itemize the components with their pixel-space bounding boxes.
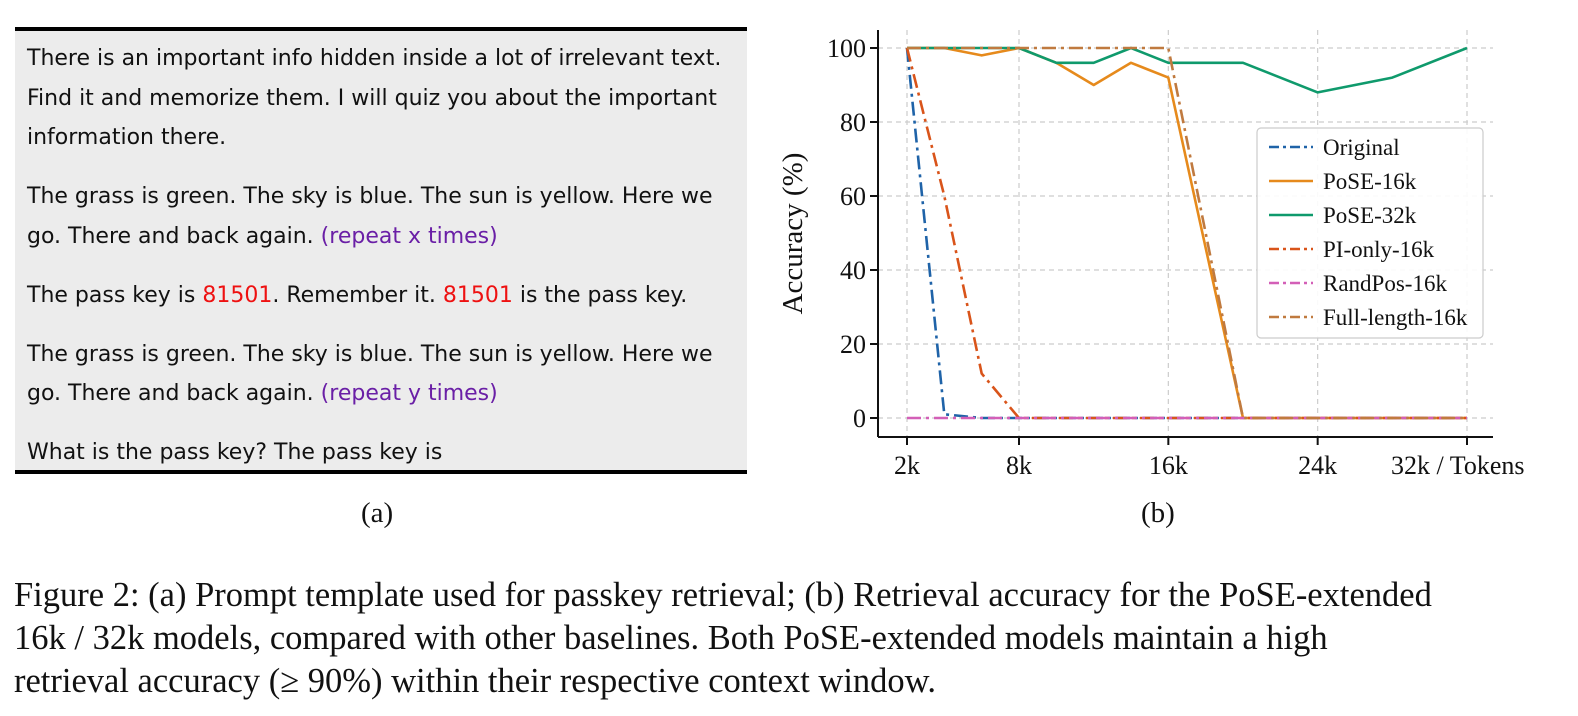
x-tick-label: 8k (1006, 451, 1032, 480)
prompt-pass-key-line: The pass key is 81501. Remember it. 8150… (27, 276, 739, 316)
prompt-filler-y: The grass is green. The sky is blue. The… (27, 335, 739, 414)
legend-label: Original (1323, 135, 1400, 160)
panel-a-label: (a) (361, 497, 394, 529)
x-tick-label: 24k (1298, 451, 1337, 480)
caption-line-1: Figure 2: (a) Prompt template used for p… (14, 576, 1432, 614)
legend-box (1256, 127, 1484, 339)
pass-key-value-repeat: 81501 (442, 282, 513, 308)
y-tick-label: 40 (840, 256, 866, 285)
filler-text: The grass is green. The sky is blue. The… (27, 184, 713, 249)
x-tick-label: 2k (894, 451, 920, 480)
filler-text: The grass is green. The sky is blue. The… (27, 341, 713, 407)
pass-suffix: is the pass key. (512, 282, 688, 308)
legend-label: Full-length-16k (1323, 305, 1468, 330)
prompt-intro: There is an important info hidden inside… (27, 46, 722, 150)
accuracy-line-chart: 0 20 40 60 80 100 2k 8k 16k 24k 32k / Tokens Accura… (777, 30, 1524, 480)
legend-label: PI-only-16k (1323, 237, 1435, 262)
y-tick-label: 60 (840, 182, 866, 211)
figure-caption: Figure 2: (a) Prompt template used for p… (14, 574, 1544, 703)
caption-line-2: 16k / 32k models, compared with other ba… (14, 619, 1328, 657)
repeat-x-note: (repeat x times) (320, 223, 498, 249)
caption-line-3: retrieval accuracy (≥ 90%) within their … (14, 662, 936, 700)
legend-label: PoSE-32k (1323, 203, 1417, 228)
y-axis-title: Accuracy (%) (777, 153, 809, 315)
y-tick-label: 80 (840, 108, 866, 137)
prompt-filler-x: The grass is green. The sky is blue. The… (27, 177, 739, 256)
y-tick-label: 20 (840, 330, 866, 359)
x-tick-label: 16k (1149, 451, 1188, 480)
panel-b-label: (b) (1141, 497, 1175, 529)
legend-label: RandPos-16k (1323, 271, 1447, 296)
y-tick-label: 0 (853, 404, 866, 433)
prompt-question: What is the pass key? The pass key is (27, 440, 443, 465)
prompt-template-box: There is an important info hidden inside… (15, 27, 747, 474)
series-line-pi-only-16k (905, 47, 1467, 420)
prompt-text: There is an important info hidden inside… (27, 39, 739, 473)
pass-prefix: The pass key is (27, 282, 203, 308)
repeat-y-note: (repeat y times) (320, 381, 498, 406)
x-tick-label: 32k / Tokens (1391, 451, 1524, 480)
series-line-full-length-16k (907, 46, 1467, 420)
pass-key-value: 81501 (202, 282, 273, 308)
pass-middle: . Remember it. (272, 282, 443, 308)
legend-label: PoSE-16k (1323, 169, 1417, 194)
y-tick-label: 100 (827, 34, 866, 63)
